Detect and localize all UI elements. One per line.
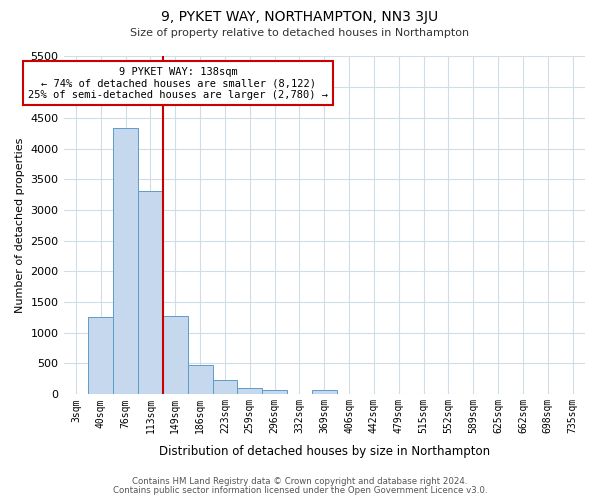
Bar	[88, 316, 113, 394]
Text: Contains public sector information licensed under the Open Government Licence v3: Contains public sector information licen…	[113, 486, 487, 495]
Bar	[138, 192, 163, 394]
Bar	[212, 380, 238, 394]
Bar	[312, 390, 337, 394]
Text: Size of property relative to detached houses in Northampton: Size of property relative to detached ho…	[130, 28, 470, 38]
X-axis label: Distribution of detached houses by size in Northampton: Distribution of detached houses by size …	[159, 444, 490, 458]
Y-axis label: Number of detached properties: Number of detached properties	[15, 138, 25, 313]
Text: Contains HM Land Registry data © Crown copyright and database right 2024.: Contains HM Land Registry data © Crown c…	[132, 477, 468, 486]
Bar	[163, 316, 188, 394]
Bar	[262, 390, 287, 394]
Bar	[188, 364, 212, 394]
Bar	[238, 388, 262, 394]
Bar	[113, 128, 138, 394]
Text: 9 PYKET WAY: 138sqm
← 74% of detached houses are smaller (8,122)
25% of semi-det: 9 PYKET WAY: 138sqm ← 74% of detached ho…	[28, 66, 328, 100]
Text: 9, PYKET WAY, NORTHAMPTON, NN3 3JU: 9, PYKET WAY, NORTHAMPTON, NN3 3JU	[161, 10, 439, 24]
